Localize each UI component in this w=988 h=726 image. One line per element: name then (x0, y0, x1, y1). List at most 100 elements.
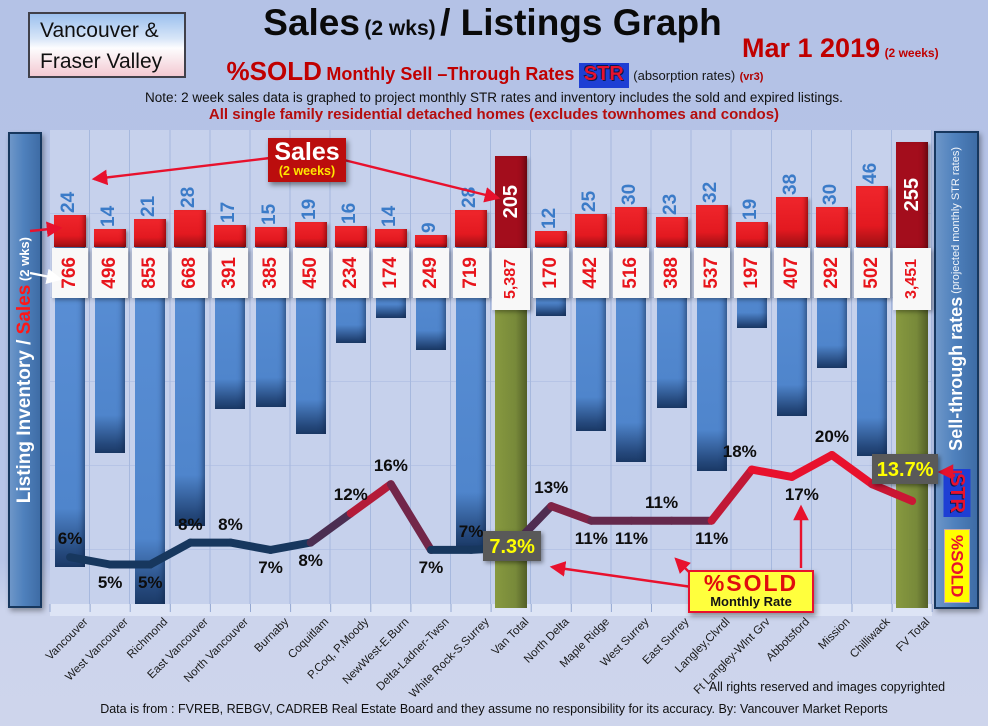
inventory-count-label: 516 (620, 257, 642, 289)
str-point-label: 11% (614, 528, 648, 548)
str-point-label: 16% (373, 456, 408, 476)
sales-count-label: 46 (860, 163, 882, 185)
inventory-count-box: 391 (212, 248, 249, 298)
inventory-count-box: 385 (252, 248, 289, 298)
inventory-count-label: 450 (299, 257, 321, 289)
subtitle-percent-sold: %SOLD (226, 56, 322, 86)
sales-bar (54, 215, 87, 247)
total-sales-count-label: 255 (900, 178, 923, 212)
sales-callout-subtitle: (2 weeks) (278, 164, 336, 178)
category-label: Burnaby (252, 616, 292, 655)
inventory-count-box: 502 (854, 248, 891, 298)
str-point-label: 11% (574, 528, 608, 548)
inventory-count-box: 234 (332, 248, 369, 298)
inventory-count-label: 719 (460, 257, 482, 289)
sales-bar (374, 228, 407, 247)
title-wks: (2 wks) (364, 17, 436, 40)
sales-bar (615, 207, 648, 247)
sales-count-label: 19 (739, 198, 761, 220)
right-axis-title-wrap: Sell-through rates (projected monthly ST… (936, 139, 977, 459)
inventory-count-box: 3,451 (893, 248, 932, 310)
right-axis-main-label: Sell-through rates (946, 296, 966, 451)
sales-count-label: 12 (539, 208, 561, 230)
left-axis-title: Listing Inventory / Sales (2 wks) (14, 237, 36, 503)
sales-count-label: 21 (138, 196, 160, 218)
str-point-label: 17% (784, 484, 819, 504)
inventory-count-box: 537 (693, 248, 730, 298)
sales-count-label: 14 (98, 205, 120, 227)
sales-count-label: 32 (699, 181, 721, 203)
subtitle-rates: Monthly Sell –Through Rates (326, 64, 575, 84)
sales-bar (535, 231, 568, 247)
sales-bar (214, 224, 247, 247)
inventory-count-label: 292 (820, 257, 842, 289)
inventory-count-label: 496 (99, 257, 121, 289)
date-suffix: (2 weeks) (884, 46, 939, 60)
title-rest: / Listings Graph (440, 2, 722, 43)
total-sales-bar: 255 (896, 142, 929, 248)
inventory-count-label: 391 (219, 257, 241, 289)
inventory-count-box: 855 (132, 248, 169, 298)
left-axis-inventory-label: Listing Inventory / (14, 334, 35, 504)
inventory-count-box: 766 (52, 248, 89, 298)
total-sales-bar: 205 (495, 156, 528, 248)
inventory-count-label: 234 (339, 257, 361, 289)
source-text: Data is from : FVREB, REBGV, CADREB Real… (100, 702, 888, 716)
inventory-count-label: 197 (740, 257, 762, 289)
right-axis-sidebar: Sell-through rates (projected monthly ST… (934, 131, 979, 609)
sales-bar (655, 216, 688, 247)
left-axis-suffix: (2 wks) (17, 236, 32, 285)
str-badge: STR (578, 63, 629, 89)
sales-count-label: 38 (779, 173, 801, 195)
sales-bar (414, 235, 447, 247)
inventory-count-label: 249 (419, 257, 441, 289)
str-point-label: 18% (722, 441, 757, 461)
right-axis-title: Sell-through rates (projected monthly ST… (946, 147, 967, 451)
category-label: Mission (816, 616, 853, 653)
inventory-count-box: 668 (172, 248, 209, 298)
sales-bar (775, 196, 808, 247)
sales-count-label: 25 (579, 190, 601, 212)
sales-bar (695, 204, 728, 247)
inventory-count-label: 388 (660, 257, 682, 289)
inventory-count-label: 537 (700, 257, 722, 289)
sales-count-label: 14 (378, 205, 400, 227)
region-line2: Fraser Valley (40, 50, 163, 73)
str-point-label: 5% (137, 572, 163, 592)
page-title: Sales (2 wks) / Listings Graph (205, 2, 780, 44)
right-axis-sub-label: (projected monthly STR rates) (950, 147, 962, 297)
sales-count-label: 28 (459, 186, 481, 209)
inventory-count-label: 502 (861, 257, 883, 289)
inventory-count-label: 170 (540, 257, 562, 289)
str-point-label: 7% (458, 521, 484, 541)
sales-bar (134, 219, 167, 247)
str-point-label: 11% (695, 528, 729, 548)
report-date: Mar 1 2019 (2 weeks) (742, 33, 939, 64)
str-point-label: 8% (298, 550, 323, 570)
left-axis-sales-label: Sales (14, 284, 35, 335)
fv-total-rate-badge: 13.7% (872, 453, 939, 484)
category-label: Delta-Ladner-Twsn (374, 616, 452, 694)
sales-count-label: 24 (58, 192, 80, 214)
category-label: Chilliwack (847, 616, 893, 661)
region-line1: Vancouver & (40, 19, 159, 42)
inventory-count-box: 442 (573, 248, 610, 298)
inventory-count-box: 450 (292, 248, 329, 298)
sales-bar (856, 186, 889, 247)
str-point-label: 20% (814, 427, 849, 446)
inventory-count-label: 855 (139, 257, 161, 289)
inventory-count-box: 719 (453, 248, 490, 298)
region-label-box: Vancouver & Fraser Valley (28, 12, 186, 78)
str-point-label: 11% (645, 492, 679, 512)
sales-count-label: 23 (659, 193, 681, 215)
inventory-count-label: 442 (580, 257, 602, 289)
inventory-count-label: 766 (59, 257, 81, 289)
sales-bar (334, 225, 367, 247)
sales-bar (294, 221, 327, 247)
inventory-count-box: 388 (653, 248, 690, 298)
date-value: Mar 1 2019 (742, 33, 881, 63)
inventory-count-box: 516 (613, 248, 650, 298)
str-point-label: 8% (218, 514, 243, 534)
inventory-count-label: 407 (780, 257, 802, 289)
